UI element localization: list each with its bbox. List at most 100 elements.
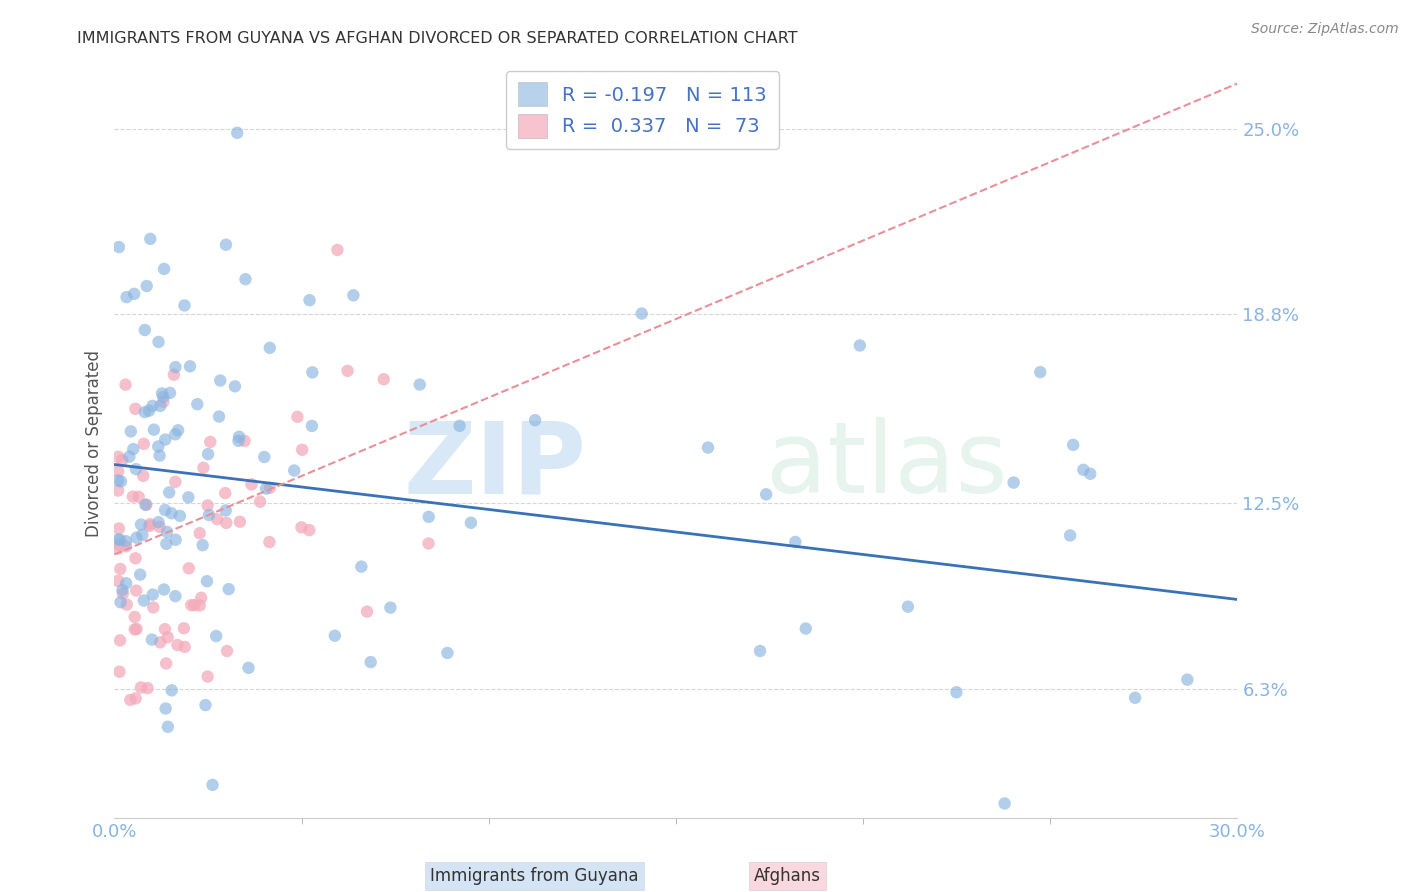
Point xyxy=(124,551,146,566)
Point xyxy=(108,665,131,679)
Point xyxy=(156,720,179,734)
Point xyxy=(449,418,471,433)
Point xyxy=(228,434,250,448)
Point xyxy=(301,365,323,379)
Point xyxy=(118,450,141,464)
Point xyxy=(125,622,148,636)
Point xyxy=(153,503,176,517)
Point xyxy=(215,237,238,252)
Point xyxy=(156,630,179,644)
Point xyxy=(200,434,222,449)
Point xyxy=(215,503,238,517)
Point xyxy=(897,599,920,614)
Legend: R = -0.197   N = 113, R =  0.337   N =  73: R = -0.197 N = 113, R = 0.337 N = 73 xyxy=(506,70,779,149)
Point xyxy=(165,475,187,489)
Point xyxy=(160,683,183,698)
Point xyxy=(233,434,256,448)
Point xyxy=(460,516,482,530)
Point xyxy=(1062,438,1084,452)
Point xyxy=(259,535,281,549)
Point xyxy=(107,574,129,588)
Point xyxy=(259,481,281,495)
Point xyxy=(125,583,148,598)
Point xyxy=(148,334,170,349)
Point xyxy=(198,508,221,522)
Point xyxy=(153,582,176,597)
Point xyxy=(122,286,145,301)
Point xyxy=(945,685,967,699)
Point xyxy=(418,509,440,524)
Point xyxy=(149,399,172,413)
Point xyxy=(229,515,252,529)
Point xyxy=(157,485,180,500)
Point xyxy=(131,528,153,542)
Text: Source: ZipAtlas.com: Source: ZipAtlas.com xyxy=(1251,22,1399,37)
Point xyxy=(1123,690,1146,705)
Point xyxy=(155,433,177,447)
Point xyxy=(326,243,349,257)
Point xyxy=(125,531,148,545)
Point xyxy=(249,494,271,508)
Point xyxy=(165,533,187,547)
Point xyxy=(159,385,181,400)
Point xyxy=(108,240,131,254)
Point xyxy=(142,588,165,602)
Point xyxy=(755,487,778,501)
Point xyxy=(134,323,156,337)
Point xyxy=(197,669,219,683)
Point xyxy=(186,397,208,411)
Point xyxy=(290,520,312,534)
Point xyxy=(630,307,652,321)
Text: IMMIGRANTS FROM GUYANA VS AFGHAN DIVORCED OR SEPARATED CORRELATION CHART: IMMIGRANTS FROM GUYANA VS AFGHAN DIVORCE… xyxy=(77,31,799,46)
Point xyxy=(1175,673,1198,687)
Point xyxy=(141,399,163,413)
Point xyxy=(142,423,165,437)
Point xyxy=(179,359,201,374)
Point xyxy=(177,561,200,575)
Point xyxy=(240,477,263,491)
Point xyxy=(155,701,177,715)
Point xyxy=(149,635,172,649)
Point xyxy=(253,450,276,464)
Point xyxy=(122,442,145,456)
Point xyxy=(108,633,131,648)
Point xyxy=(1078,467,1101,481)
Point xyxy=(111,453,134,467)
Point xyxy=(218,582,240,596)
Point xyxy=(201,778,224,792)
Point xyxy=(125,462,148,476)
Point xyxy=(342,288,364,302)
Point xyxy=(138,403,160,417)
Point xyxy=(107,533,129,547)
Point xyxy=(183,598,205,612)
Point xyxy=(169,508,191,523)
Point xyxy=(195,574,218,589)
Point xyxy=(323,629,346,643)
Point xyxy=(1059,528,1081,542)
Point xyxy=(166,638,188,652)
Point xyxy=(134,498,156,512)
Point xyxy=(188,599,211,613)
Point xyxy=(139,232,162,246)
Point xyxy=(1073,463,1095,477)
Point xyxy=(190,591,212,605)
Point xyxy=(194,698,217,712)
Point xyxy=(150,386,173,401)
Point xyxy=(121,490,143,504)
Point xyxy=(107,541,129,556)
Point xyxy=(436,646,458,660)
Point xyxy=(138,519,160,533)
Point xyxy=(215,644,238,658)
Point xyxy=(409,377,432,392)
Point xyxy=(697,441,720,455)
Point xyxy=(1029,365,1052,379)
Point xyxy=(132,437,155,451)
Point xyxy=(238,661,260,675)
Point xyxy=(108,521,131,535)
Point xyxy=(148,515,170,529)
Point xyxy=(180,598,202,612)
Point xyxy=(156,524,179,539)
Text: Afghans: Afghans xyxy=(754,867,821,885)
Point xyxy=(110,595,132,609)
Point xyxy=(301,418,323,433)
